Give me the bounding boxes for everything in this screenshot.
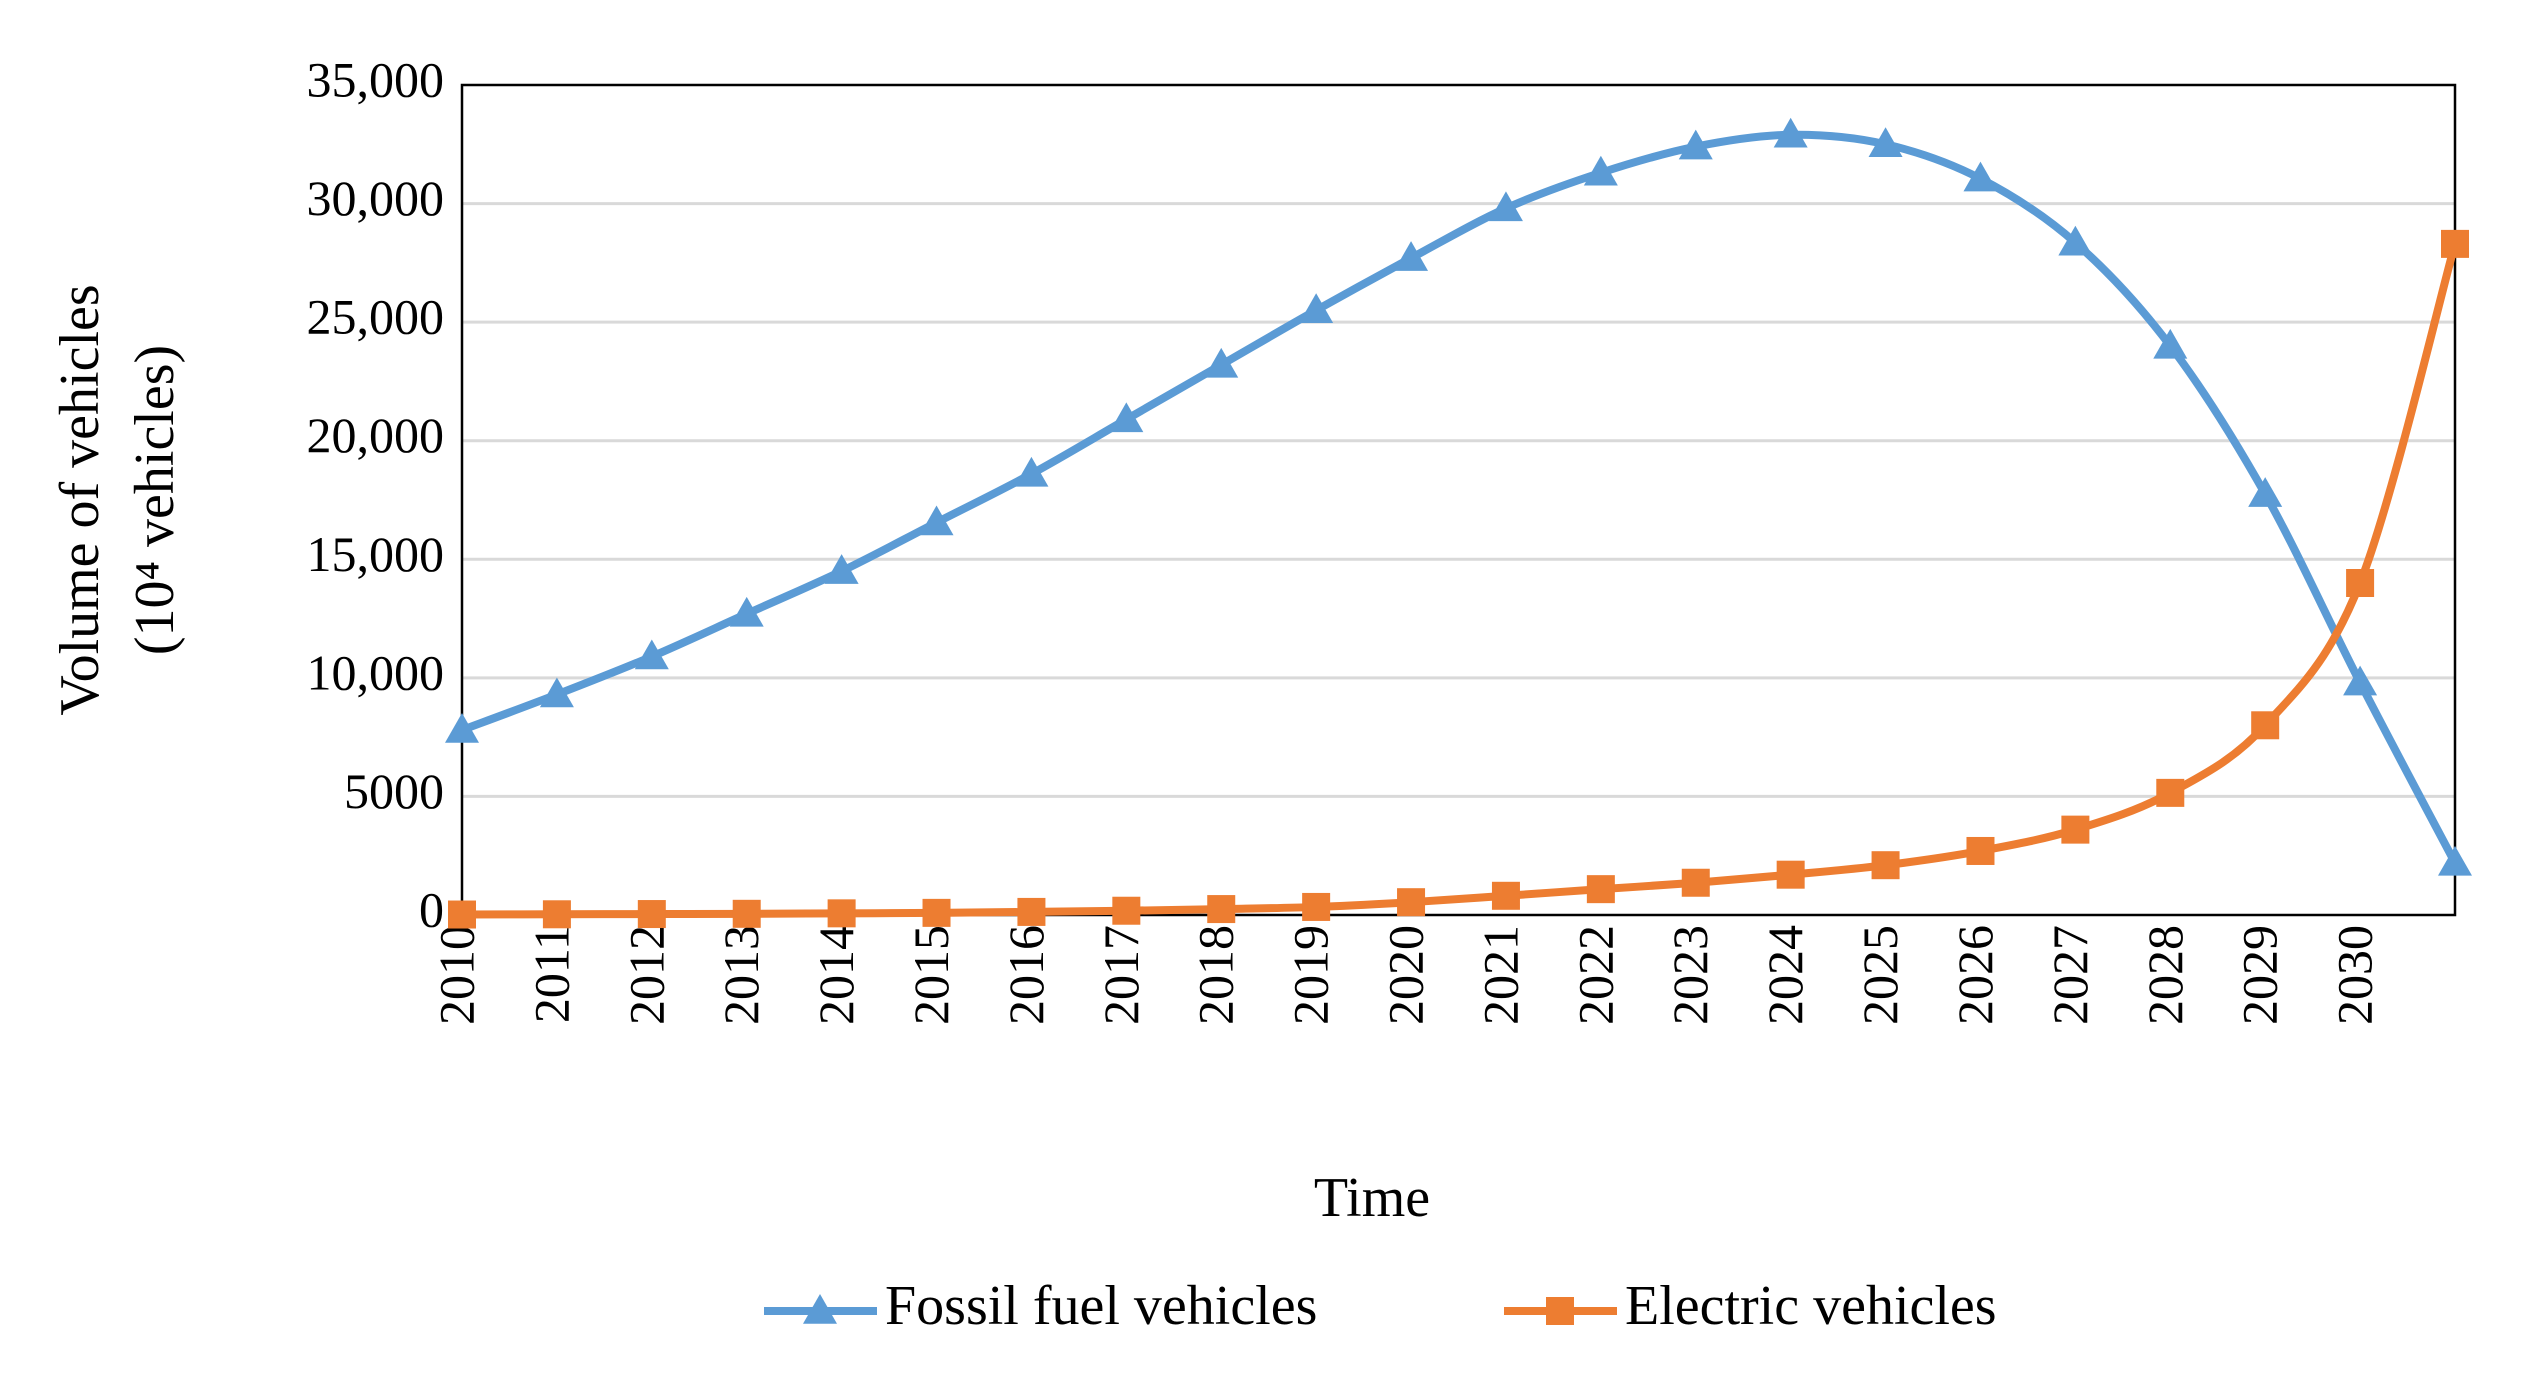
marker [2441,229,2469,258]
plot-frame [460,83,2457,917]
y-tick-label: 10,000 [307,644,445,700]
x-tick-label: 2012 [618,925,674,1025]
marker [1868,127,1903,158]
x-tick-label: 2026 [1947,925,2003,1025]
marker [1586,875,1615,904]
line [461,242,2459,919]
y-tick-label: 30,000 [307,170,445,226]
x-tick-label: 2018 [1188,925,1244,1025]
marker [1776,860,1805,889]
marker [634,639,669,670]
x-tick-label: 2010 [428,925,484,1025]
x-tick-label: 2027 [2042,925,2098,1025]
marker [1017,897,1046,926]
marker [1302,892,1331,921]
marker [1488,191,1523,222]
marker [1583,155,1618,186]
marker [732,899,761,928]
marker [1109,402,1144,433]
x-tick-label: 2011 [523,925,579,1023]
line [460,130,2459,865]
legend-label: Fossil fuel vehicles [885,1275,1317,1337]
marker [637,900,666,929]
marker [2156,778,2185,807]
marker [827,899,856,928]
legend-marker [803,1294,837,1324]
marker [919,505,954,536]
marker [922,898,951,927]
marker [1491,881,1520,910]
marker [824,554,859,584]
marker [1204,347,1239,378]
marker [1681,868,1710,897]
marker [1773,117,1808,148]
x-tick-label: 2017 [1093,925,1149,1025]
marker [729,596,764,627]
x-tick-label: 2015 [903,925,959,1025]
x-tick-label: 2025 [1852,925,1908,1025]
y-tick-label: 35,000 [307,51,445,107]
marker [1397,888,1426,917]
marker [1678,129,1713,160]
marker [2061,815,2090,844]
x-axis-title: Time [1314,1167,1430,1229]
x-tick-label: 2029 [2232,925,2288,1025]
legend-label: Electric vehicles [1625,1275,1997,1337]
x-tick-label: 2020 [1378,925,1434,1025]
x-tick-label: 2030 [2327,925,2383,1025]
marker [1112,896,1141,925]
y-axis-title: Volume of vehicles [49,284,111,715]
y-tick-label: 5000 [344,763,444,819]
marker [542,900,571,929]
marker [1014,456,1049,487]
y-tick-label: 0 [419,881,444,937]
marker [1207,895,1236,924]
marker [2251,711,2280,740]
marker [2438,845,2472,876]
marker [1966,836,1995,865]
y-tick-label: 25,000 [307,289,445,345]
x-tick-label: 2013 [713,925,769,1025]
marker [539,677,574,708]
y-axis-unit: (10⁴ vehicles) [124,345,186,655]
marker [445,713,479,743]
marker [2346,569,2375,597]
marker [2153,328,2188,359]
legend-marker [1546,1297,1574,1325]
x-tick-label: 2016 [998,925,1054,1025]
x-tick-label: 2014 [808,925,864,1025]
marker [448,900,476,929]
x-tick-label: 2028 [2137,925,2193,1025]
marker [1963,161,1998,192]
marker [2343,665,2378,696]
x-tick-label: 2024 [1757,925,1813,1025]
x-tick-label: 2022 [1567,925,1623,1025]
marker [1394,241,1429,271]
x-tick-label: 2023 [1662,925,1718,1025]
marker [2058,225,2093,256]
marker [1299,293,1334,324]
marker [2248,477,2283,507]
x-tick-label: 2019 [1283,925,1339,1025]
y-tick-label: 20,000 [307,407,445,463]
x-tick-label: 2021 [1472,925,1528,1025]
marker [1871,851,1900,880]
y-tick-label: 15,000 [307,526,445,582]
